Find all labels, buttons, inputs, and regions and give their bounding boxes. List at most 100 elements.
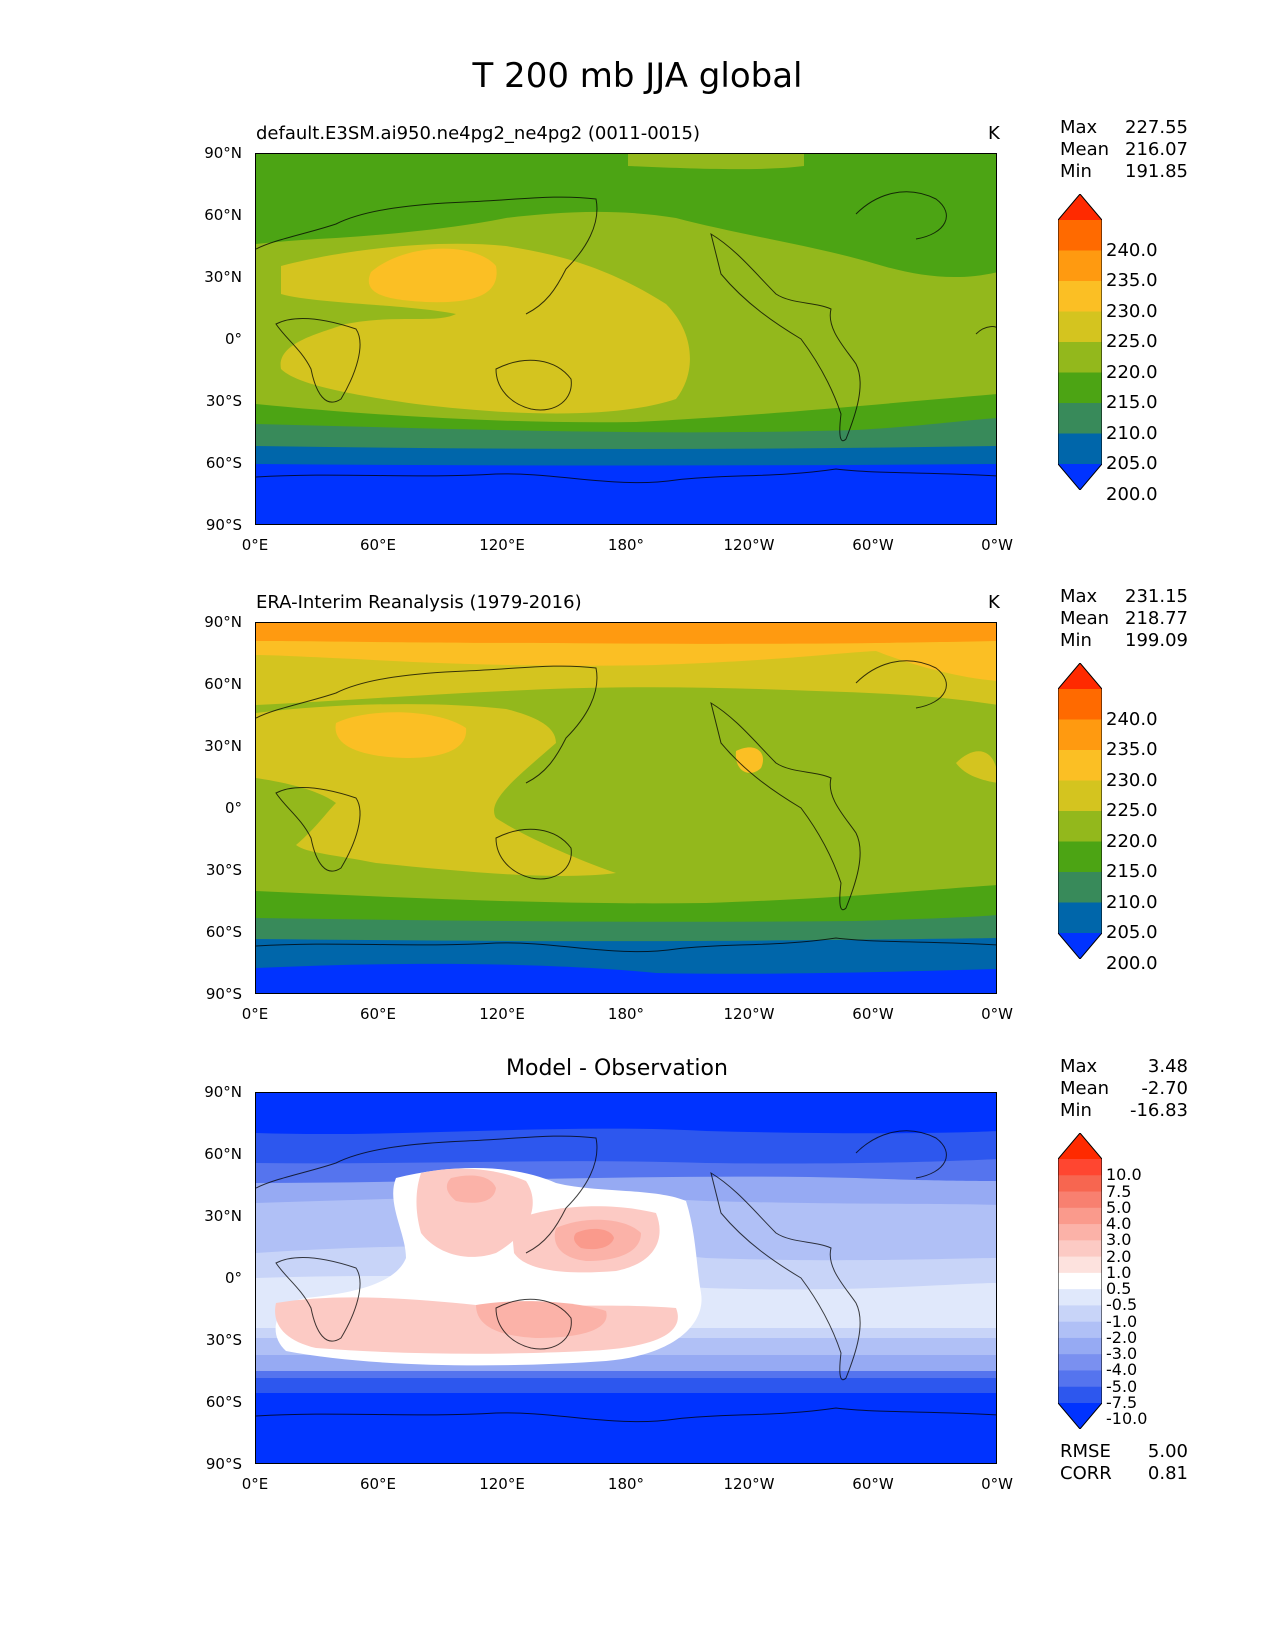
diff-map[interactable] [255,1092,997,1464]
diff-lon-60e: 60°E [359,1475,397,1493]
model-lon-60w: 60°W [852,536,894,554]
colorbar-tick-label: 205.0 [1106,922,1158,943]
diff-lon-180: 180° [607,1475,645,1493]
model-lon-180: 180° [607,536,645,554]
colorbar-tick-label: 10.0 [1106,1165,1142,1185]
colorbar-swatch [1058,342,1102,374]
diff-lat-90s: 90°S [205,1455,242,1473]
stat-max-value: 231.15 [1125,586,1188,607]
colorbar-tick-label: -0.5 [1106,1295,1138,1315]
colorbar-tick-label: -5.0 [1106,1376,1138,1396]
stat-label-max: Max [1060,1056,1098,1077]
colorbar-tick-label: 215.0 [1106,392,1158,413]
colorbar-swatch [1058,1386,1102,1404]
colorbar-tick-label: 220.0 [1106,830,1158,852]
colorbar-swatch [1058,1256,1102,1274]
colorbar-tick-label: -10.0 [1106,1409,1148,1429]
colorbar-tick-label: -3.0 [1106,1344,1138,1364]
model-lon-0e: 0°E [241,536,269,554]
colorbar-swatch [1058,220,1102,252]
colorbar-extend-min [1058,933,1102,959]
diff-panel: Model - Observation [0,0,1275,1493]
stat-label-max: Max [1060,586,1098,607]
model-lon-120e: 120°E [479,536,525,554]
stat-label-max: Max [1060,117,1098,138]
colorbar-tick-label: 230.0 [1106,769,1158,791]
colorbar-extend-max [1058,663,1102,689]
model-lon-60e: 60°E [359,536,397,554]
colorbar-tick-label: -4.0 [1106,1360,1138,1380]
colorbar-swatch [1058,372,1102,404]
colorbar-tick-label: 225.0 [1106,331,1158,352]
colorbar-swatch [1058,902,1102,934]
colorbar-swatch [1058,1240,1102,1258]
obs-colorbar [1057,662,1103,963]
colorbar-swatch [1058,1272,1102,1290]
colorbar-tick-label: 210.0 [1106,422,1158,444]
diff-metrics: RMSE 5.00 CORR 0.81 [1060,1441,1188,1485]
diff-lat-90n: 90°N [204,1083,242,1101]
diff-lat-30s: 30°S [205,1331,242,1349]
colorbar-swatch [1058,689,1102,721]
model-map[interactable] [255,153,997,525]
colorbar-swatch [1058,1175,1102,1193]
colorbar-tick-label: 200.0 [1106,952,1158,974]
colorbar-swatch [1058,811,1102,843]
diff-colorbar [1057,1132,1103,1433]
colorbar-swatch [1058,1207,1102,1225]
colorbar-tick-label: 230.0 [1106,300,1158,322]
colorbar-tick-label: -7.5 [1106,1393,1138,1412]
colorbar-tick-label: 4.0 [1106,1214,1132,1234]
diff-panel-title: Model - Observation [506,1056,728,1081]
model-lat-90n: 90°N [204,144,242,162]
stat-min-value: 191.85 [1125,161,1188,182]
model-lat-0: 0° [224,330,242,348]
stat-label-min: Min [1060,161,1092,182]
obs-lat-90s: 90°S [205,985,242,1003]
model-panel: default.E3SM.ai950.ne4pg2_ne4pg2 (0011-0… [0,0,1275,554]
colorbar-swatch [1058,1289,1102,1306]
colorbar-swatch [1058,1159,1102,1176]
model-lon-120w: 120°W [723,536,775,554]
colorbar-tick-label: 3.0 [1106,1230,1132,1250]
model-colorbar [1057,193,1103,494]
diff-lon-0e: 0°E [241,1475,269,1493]
obs-lat-60s: 60°S [205,923,242,941]
colorbar-extend-max [1058,1133,1102,1159]
rmse-value: 5.00 [1147,1441,1188,1462]
obs-lon-120e: 120°E [479,1005,525,1023]
diff-lat-60n: 60°N [204,1145,242,1163]
diff-lat-30n: 30°N [204,1207,242,1225]
stat-label-min: Min [1060,1100,1092,1121]
obs-map[interactable] [255,622,997,994]
corr-value: 0.81 [1147,1463,1188,1484]
colorbar-swatch [1058,403,1102,435]
colorbar-tick-label: 1.0 [1106,1262,1132,1282]
colorbar-tick-label: 240.0 [1106,708,1158,730]
colorbar-extend-max [1058,194,1102,220]
figure-title: T 200 mb JJA global [472,56,803,96]
colorbar-tick-label: 210.0 [1106,891,1158,913]
obs-lat-30s: 30°S [205,861,242,879]
colorbar-tick-label: 220.0 [1106,361,1158,383]
stat-mean-value: 216.07 [1125,139,1188,160]
colorbar-tick-label: 200.0 [1106,483,1158,505]
diff-stats: Max 3.48 Mean -2.70 Min -16.83 [1060,1056,1188,1122]
stat-label-mean: Mean [1060,1078,1110,1099]
colorbar-tick-label: 235.0 [1106,739,1158,760]
colorbar-tick-label: 7.5 [1106,1181,1132,1201]
model-units: K [988,123,1000,144]
obs-units: K [988,592,1000,613]
colorbar-swatch [1058,433,1102,465]
diff-lon-120e: 120°E [479,1475,525,1493]
colorbar-swatch [1058,1224,1102,1241]
colorbar-swatch [1058,1321,1102,1339]
model-stats: Max 227.55 Mean 216.07 Min 191.85 [1060,117,1188,183]
colorbar-swatch [1058,1305,1102,1323]
colorbar-tick-label: -1.0 [1106,1311,1138,1331]
colorbar-swatch [1058,1191,1102,1209]
colorbar-swatch [1058,281,1102,313]
colorbar-swatch [1058,780,1102,812]
colorbar-swatch [1058,841,1102,873]
obs-stats: Max 231.15 Mean 218.77 Min 199.09 [1060,586,1188,652]
